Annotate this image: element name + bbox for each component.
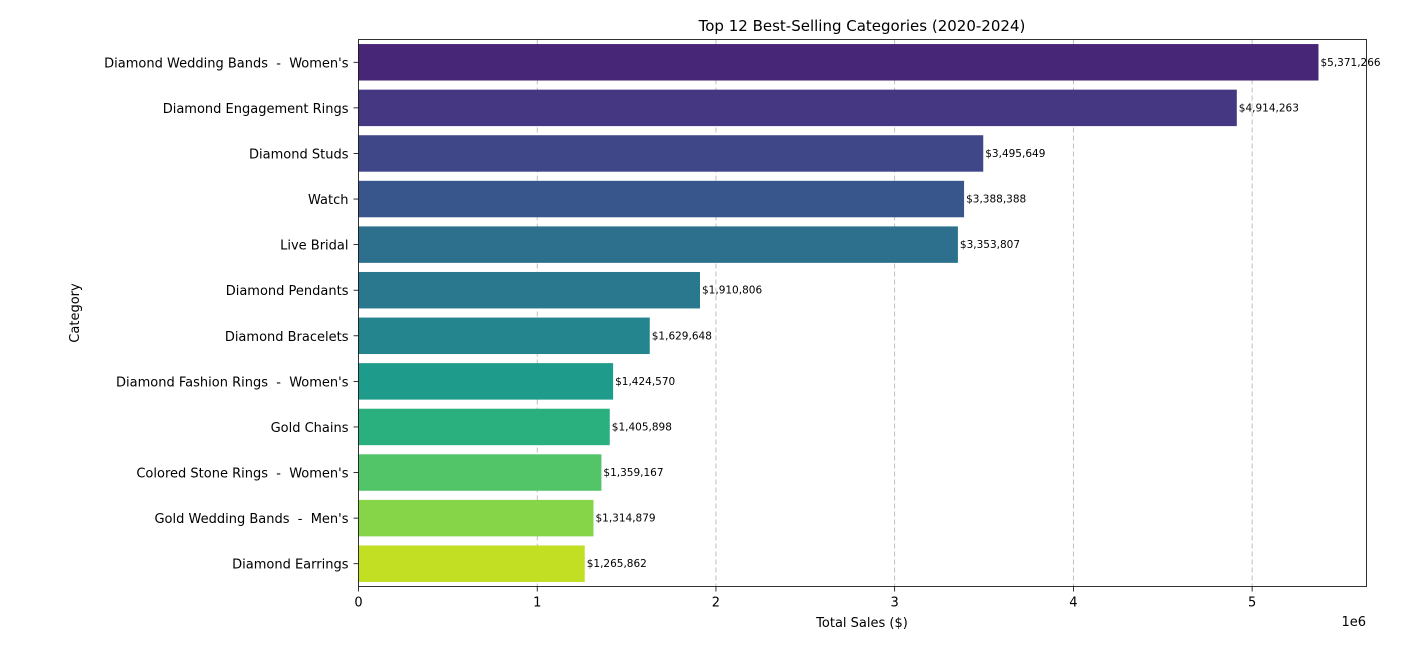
bar	[358, 499, 594, 537]
y-tick-label: Gold Wedding Bands - Men's	[154, 512, 348, 527]
bar-value-label: $3,353,807	[960, 239, 1020, 251]
bar-value-label: $1,314,879	[595, 513, 655, 525]
y-tick-label: Gold Chains	[271, 421, 349, 436]
bar	[358, 271, 701, 309]
x-tick-label: 0	[354, 596, 362, 611]
x-tick-label: 1	[533, 596, 541, 611]
bar-value-label: $5,371,266	[1320, 57, 1380, 69]
y-tick-label: Diamond Engagement Rings	[163, 102, 349, 117]
chart-title: Top 12 Best-Selling Categories (2020-202…	[698, 17, 1026, 35]
x-tick-label: 2	[712, 596, 720, 611]
y-tick-label: Diamond Bracelets	[225, 330, 349, 345]
bar	[358, 454, 602, 491]
plot-frame	[358, 39, 1367, 587]
bar	[358, 135, 984, 172]
x-axis-label: Total Sales ($)	[815, 616, 908, 631]
bar	[358, 44, 1319, 81]
bars-group	[358, 44, 1319, 582]
bar-value-label: $1,424,570	[615, 376, 675, 388]
x-tick-label: 5	[1248, 596, 1256, 611]
y-tick-label: Colored Stone Rings - Women's	[136, 467, 348, 482]
y-tick-label: Diamond Fashion Rings - Women's	[116, 375, 349, 390]
y-tick-label: Watch	[308, 193, 348, 208]
bar-value-label: $1,359,167	[603, 467, 663, 479]
bar	[358, 545, 585, 582]
y-tick-label: Live Bridal	[280, 239, 348, 254]
bar	[358, 226, 958, 263]
bar-value-label: $4,914,263	[1239, 102, 1299, 114]
bar-value-label: $1,629,648	[652, 330, 712, 342]
y-axis-label: Category	[68, 283, 83, 343]
bar-value-label: $1,405,898	[612, 421, 672, 433]
bar	[358, 317, 650, 355]
bar-value-label: $3,388,388	[966, 194, 1026, 206]
bar	[358, 89, 1237, 127]
bar	[358, 408, 610, 446]
bar-value-label: $1,910,806	[702, 285, 762, 297]
x-tick-label: 4	[1069, 596, 1077, 611]
bar-value-label: $1,265,862	[587, 558, 647, 570]
grid-lines	[536, 39, 1253, 587]
x-axis-offset-label: 1e6	[1341, 615, 1366, 630]
y-axis-ticks: Diamond Wedding Bands - Women's Diamond E…	[104, 56, 359, 573]
y-tick-label: Diamond Wedding Bands - Women's	[104, 56, 349, 71]
y-tick-label: Diamond Studs	[249, 147, 349, 162]
x-tick-label: 3	[891, 596, 899, 611]
x-axis-ticks: 0 1 2 3 4 5	[354, 586, 1256, 611]
bar-value-label: $3,495,649	[985, 148, 1045, 160]
bar	[358, 180, 965, 218]
bar	[358, 363, 614, 400]
y-tick-label: Diamond Earrings	[232, 558, 349, 573]
bar-value-labels: $5,371,266 $4,914,263 $3,495,649 $3,388,388…	[587, 57, 1381, 570]
y-tick-label: Diamond Pendants	[226, 284, 349, 299]
